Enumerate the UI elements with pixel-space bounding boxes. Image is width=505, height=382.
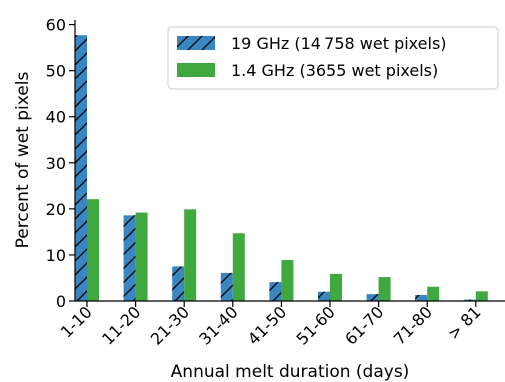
bar-ghz14-0 (87, 199, 99, 301)
x-axis-label: Annual melt duration (days) (171, 362, 410, 382)
y-tick-label: 50 (46, 62, 66, 81)
y-tick-label: 60 (46, 16, 66, 35)
y-ticks-group: 0 10 20 30 40 50 60 (46, 16, 75, 311)
legend-label: 1.4 GHz (3655 wet pixels) (231, 61, 438, 80)
legend-label: 19 GHz (14 758 wet pixels) (231, 34, 447, 53)
bar-hatch-8 (463, 299, 476, 301)
bar-hatch-6 (366, 294, 379, 301)
axes-group (74, 20, 505, 302)
bar-hatch-3 (220, 272, 233, 301)
bar-hatch-0 (75, 35, 87, 302)
bar-ghz14-4 (281, 260, 294, 301)
legend-swatch (177, 63, 215, 77)
y-axis-label: Percent of wet pixels (13, 72, 33, 249)
y-tick-label: 0 (56, 292, 66, 311)
bar-ghz14-8 (475, 291, 488, 301)
x-tick-label: > 81 (444, 302, 485, 343)
y-tick-label: 40 (46, 108, 66, 127)
bar-ghz14-5 (330, 273, 342, 301)
x-tick-label: 61-70 (341, 302, 387, 348)
bar-ghz14-6 (378, 277, 391, 301)
y-tick-label: 20 (46, 200, 66, 219)
y-tick-label: 10 (46, 246, 66, 265)
x-tick-label: 21-30 (147, 302, 193, 348)
legend: 19 GHz (14 758 wet pixels) 1.4 GHz (3655 … (167, 26, 499, 90)
bar-hatch-2 (172, 266, 185, 301)
bar-hatch-7 (415, 295, 428, 301)
x-tick-label: 71-80 (390, 302, 436, 348)
legend-frame (167, 26, 499, 90)
bar-hatch-4 (269, 282, 282, 301)
x-tick-label: 41-50 (244, 302, 290, 348)
bar-ghz14-2 (184, 209, 197, 301)
x-tick-label: 11-20 (98, 302, 144, 348)
bar-ghz14-7 (427, 286, 440, 301)
bar-hatch-5 (318, 291, 330, 301)
bar-hatch-1 (123, 215, 136, 301)
legend-swatch-hatch (177, 36, 215, 50)
bar-ghz14-1 (135, 212, 148, 301)
y-tick-label: 30 (46, 154, 66, 173)
x-tick-label: 51-60 (293, 302, 339, 348)
x-tick-label: 31-40 (195, 302, 241, 348)
bars-group (75, 35, 488, 302)
bar-ghz14-3 (232, 233, 245, 301)
x-ticks-group: 1-10 11-20 21-30 31-40 41-50 51-60 61-70 71-80 >… (57, 301, 485, 349)
